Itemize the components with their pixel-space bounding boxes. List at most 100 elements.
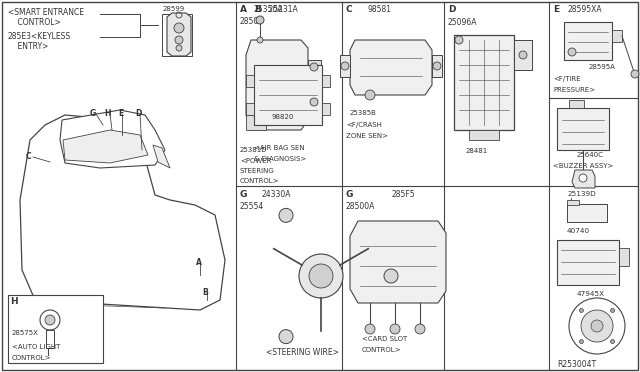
Bar xyxy=(322,103,330,115)
Bar xyxy=(454,35,514,130)
Circle shape xyxy=(299,254,343,298)
Bar xyxy=(619,248,629,266)
Text: 28481: 28481 xyxy=(466,148,488,154)
Bar xyxy=(469,130,499,140)
Circle shape xyxy=(579,340,584,344)
Text: 25231A: 25231A xyxy=(259,5,298,14)
Text: 285E3<KEYLESS: 285E3<KEYLESS xyxy=(8,32,71,41)
Polygon shape xyxy=(167,13,191,56)
Text: 25554: 25554 xyxy=(240,202,264,211)
Text: 285F5: 285F5 xyxy=(392,190,415,199)
Polygon shape xyxy=(63,130,148,163)
Text: CONTROL>: CONTROL> xyxy=(362,347,401,353)
Bar xyxy=(46,330,54,348)
Text: ENTRY>: ENTRY> xyxy=(8,42,49,51)
Text: 28500: 28500 xyxy=(240,17,264,26)
Bar xyxy=(246,115,266,130)
Circle shape xyxy=(257,37,263,43)
Circle shape xyxy=(455,36,463,44)
Text: C: C xyxy=(346,5,353,14)
Text: ZONE SEN>: ZONE SEN> xyxy=(346,133,388,139)
Text: CONTROL>: CONTROL> xyxy=(8,18,61,27)
Circle shape xyxy=(611,308,614,312)
Text: D: D xyxy=(448,5,456,14)
Bar xyxy=(557,240,619,285)
Text: G: G xyxy=(240,190,248,199)
Text: 28595A: 28595A xyxy=(589,64,616,70)
Text: PRESSURE>: PRESSURE> xyxy=(553,87,595,93)
Circle shape xyxy=(568,48,576,56)
Bar xyxy=(246,103,254,115)
Circle shape xyxy=(310,63,318,71)
Circle shape xyxy=(631,70,639,78)
Circle shape xyxy=(174,23,184,33)
Text: G: G xyxy=(90,109,96,118)
Text: B: B xyxy=(254,5,261,14)
Circle shape xyxy=(45,315,55,325)
Text: CONTROL>: CONTROL> xyxy=(12,355,51,361)
Ellipse shape xyxy=(190,220,206,230)
Bar xyxy=(322,75,330,87)
Text: 28575X: 28575X xyxy=(12,330,39,336)
Bar xyxy=(569,100,584,108)
Bar xyxy=(340,55,350,77)
Circle shape xyxy=(279,208,293,222)
Text: <BUZZER ASSY>: <BUZZER ASSY> xyxy=(553,163,613,169)
Text: E: E xyxy=(118,109,124,118)
Text: 40740: 40740 xyxy=(567,228,590,234)
Text: <AUTO LIGHT: <AUTO LIGHT xyxy=(12,344,60,350)
Text: <CARD SLOT: <CARD SLOT xyxy=(362,336,407,342)
Text: & DIAGNOSIS>: & DIAGNOSIS> xyxy=(254,156,307,162)
Text: 98581: 98581 xyxy=(367,5,391,14)
Circle shape xyxy=(433,62,441,70)
Text: R253004T: R253004T xyxy=(557,360,596,369)
Bar xyxy=(567,204,607,222)
Bar xyxy=(246,75,254,87)
Bar xyxy=(564,22,612,60)
Text: 25139D: 25139D xyxy=(567,191,596,197)
Circle shape xyxy=(591,320,603,332)
Circle shape xyxy=(175,36,183,44)
Text: STEERING: STEERING xyxy=(240,168,275,174)
Text: 28599: 28599 xyxy=(163,6,185,12)
Text: G: G xyxy=(346,190,353,199)
Text: <F/TIRE: <F/TIRE xyxy=(553,76,580,82)
Text: H: H xyxy=(10,297,18,306)
Text: <POWER: <POWER xyxy=(240,158,271,164)
Bar xyxy=(432,55,442,77)
Circle shape xyxy=(519,51,527,59)
Text: C: C xyxy=(26,152,31,161)
Text: 47945X: 47945X xyxy=(577,291,605,297)
Polygon shape xyxy=(350,221,446,303)
Bar xyxy=(162,14,192,56)
Ellipse shape xyxy=(51,209,69,221)
Polygon shape xyxy=(308,95,321,110)
Text: A: A xyxy=(196,258,202,267)
Polygon shape xyxy=(246,40,308,130)
Circle shape xyxy=(309,264,333,288)
Text: 28595XA: 28595XA xyxy=(567,5,602,14)
Circle shape xyxy=(365,90,375,100)
Text: 25640C: 25640C xyxy=(577,152,604,158)
Bar xyxy=(8,295,103,363)
Polygon shape xyxy=(572,170,595,188)
Text: <AIR BAG SEN: <AIR BAG SEN xyxy=(254,145,305,151)
Text: CONTROL>: CONTROL> xyxy=(240,178,280,184)
Circle shape xyxy=(611,340,614,344)
Circle shape xyxy=(256,16,264,24)
Ellipse shape xyxy=(41,287,69,303)
Circle shape xyxy=(390,324,400,334)
Polygon shape xyxy=(20,115,225,310)
Polygon shape xyxy=(60,110,165,168)
Bar xyxy=(567,200,579,205)
Circle shape xyxy=(279,330,293,344)
Text: 24330A: 24330A xyxy=(261,190,291,199)
Circle shape xyxy=(569,298,625,354)
Circle shape xyxy=(365,324,375,334)
Circle shape xyxy=(341,62,349,70)
Text: 25381D: 25381D xyxy=(240,147,268,153)
Text: H: H xyxy=(104,109,111,118)
Text: 28500A: 28500A xyxy=(346,202,376,211)
Circle shape xyxy=(259,214,383,338)
Ellipse shape xyxy=(178,288,202,302)
